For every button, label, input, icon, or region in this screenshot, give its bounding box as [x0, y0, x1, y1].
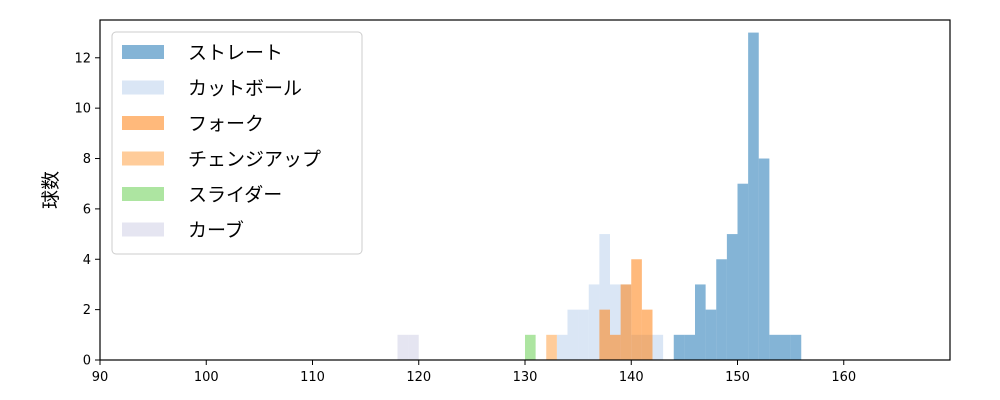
bar-0-1 — [684, 334, 695, 360]
legend-swatch-2 — [122, 116, 164, 130]
legend-label-0: ストレート — [188, 42, 283, 64]
y-tick-label-4: 8 — [83, 152, 91, 167]
y-axis-label: 球数 — [40, 171, 62, 209]
bar-1-3 — [588, 284, 600, 360]
bar-0-10 — [780, 334, 791, 360]
bar-0-3 — [705, 309, 717, 360]
bar-0-0 — [673, 334, 685, 360]
x-tick-label-5: 140 — [619, 370, 644, 385]
bar-2-3 — [631, 259, 642, 360]
bar-2-1 — [610, 334, 621, 360]
x-tick-label-4: 130 — [513, 370, 538, 385]
bar-0-7 — [748, 32, 759, 361]
x-tick-label-6: 150 — [725, 370, 750, 385]
y-tick-label-5: 10 — [74, 102, 91, 117]
bar-1-9 — [652, 334, 664, 360]
bar-2-2 — [620, 284, 632, 360]
x-axis: 90 100 110 120 130 140 150 160 — [92, 360, 856, 385]
legend-label-1: カットボール — [188, 78, 302, 100]
y-tick-label-1: 2 — [83, 303, 91, 318]
legend-swatch-5 — [122, 222, 164, 237]
legend-swatch-4 — [122, 187, 164, 201]
x-tick-label-3: 120 — [406, 370, 431, 385]
legend-label-4: スライダー — [188, 184, 282, 206]
bar-0-11 — [790, 334, 802, 360]
x-tick-label-1: 100 — [194, 370, 219, 385]
bar-4-0 — [525, 334, 536, 360]
bar-1-4 — [599, 234, 610, 360]
legend-swatch-0 — [122, 45, 164, 59]
bar-1-1 — [567, 309, 579, 360]
legend-box — [111, 31, 363, 255]
bars-layer — [397, 32, 802, 361]
bar-5-0 — [397, 334, 409, 360]
bar-0-5 — [726, 234, 738, 360]
bar-3-0 — [546, 334, 557, 360]
x-tick-label-2: 110 — [300, 370, 325, 385]
bar-5-1 — [408, 334, 419, 360]
bar-0-4 — [716, 259, 727, 360]
legend-swatch-3 — [122, 151, 164, 166]
bar-1-5 — [610, 284, 621, 360]
bar-0-9 — [769, 334, 780, 360]
y-tick-label-0: 0 — [83, 354, 91, 369]
y-tick-label-6: 12 — [74, 51, 91, 66]
bar-0-8 — [758, 158, 770, 360]
bar-1-2 — [578, 309, 589, 360]
bar-0-2 — [695, 284, 706, 360]
x-tick-label-7: 160 — [831, 370, 856, 385]
legend-label-2: フォーク — [188, 113, 264, 135]
legend-swatch-1 — [122, 80, 164, 95]
bar-2-4 — [641, 309, 653, 360]
x-tick-label-0: 90 — [92, 370, 109, 385]
y-tick-label-2: 4 — [83, 253, 91, 268]
bar-2-0 — [599, 309, 610, 360]
bar-1-0 — [556, 334, 568, 360]
y-tick-label-3: 6 — [83, 202, 91, 217]
legend-label-3: チェンジアップ — [188, 149, 321, 171]
bar-0-6 — [737, 183, 749, 360]
legend-label-5: カーブ — [188, 219, 244, 242]
y-axis: 0 2 4 6 8 10 12 — [74, 51, 100, 369]
